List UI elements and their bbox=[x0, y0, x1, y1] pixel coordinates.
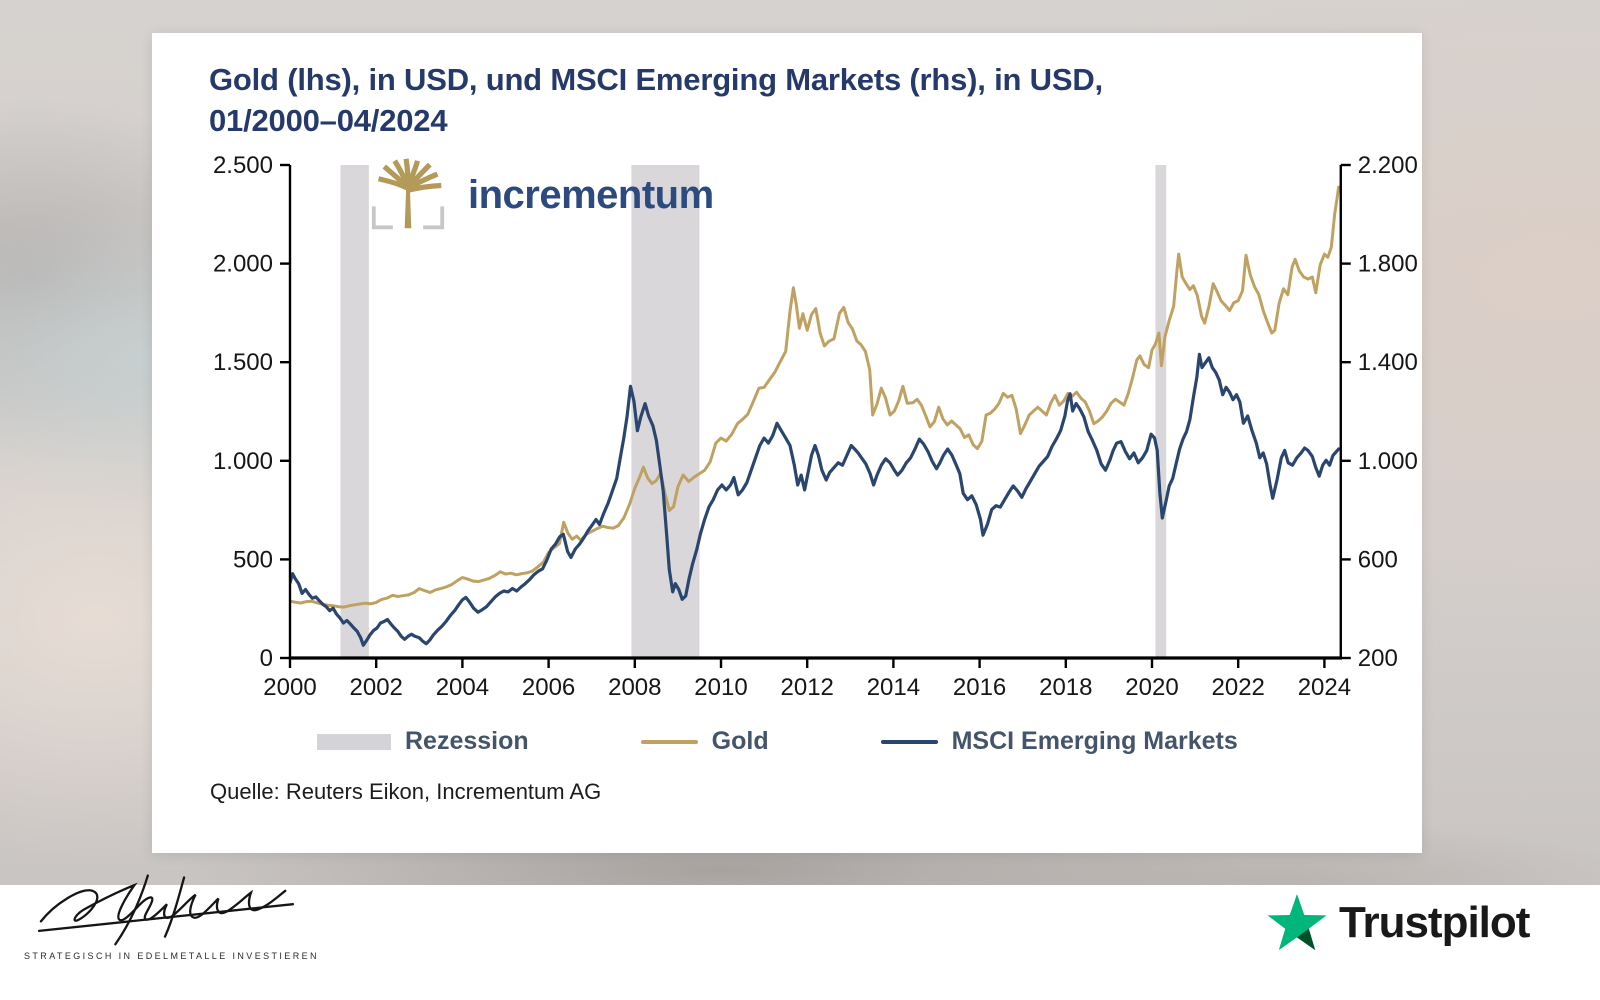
y-left-tick-label: 0 bbox=[260, 645, 273, 672]
trustpilot-star-fold bbox=[1297, 928, 1316, 951]
x-tick-label: 2010 bbox=[694, 674, 747, 701]
incrementum-wordmark: incrementum bbox=[468, 172, 714, 217]
chart-title-line2: 01/2000–04/2024 bbox=[209, 103, 448, 138]
signature-graphic bbox=[37, 874, 295, 946]
y-right-tick-label: 2.200 bbox=[1358, 152, 1418, 179]
x-tick-label: 2020 bbox=[1125, 674, 1178, 701]
line-chart: 0 500 1.000 1.500 2.000 2.500 200 600 1.000 1.400… bbox=[213, 152, 1418, 701]
y-left-tick-label: 1.000 bbox=[213, 448, 273, 475]
chart-title-line1: Gold (lhs), in USD, und MSCI Emerging Ma… bbox=[209, 62, 1103, 97]
incrementum-logo: incrementum bbox=[370, 157, 714, 233]
source-note: Quelle: Reuters Eikon, Incrementum AG bbox=[210, 779, 602, 804]
chart-legend: Rezession Gold MSCI Emerging Markets bbox=[317, 727, 1238, 756]
series-msci-emerging-markets bbox=[290, 352, 1341, 647]
chart-title: Gold (lhs), in USD, und MSCI Emerging Ma… bbox=[209, 59, 1103, 141]
y-left-tick-label: 2.000 bbox=[213, 251, 273, 278]
recession-band bbox=[1155, 165, 1167, 658]
legend-swatch bbox=[317, 733, 391, 750]
y-right-tick-label: 1.400 bbox=[1358, 349, 1418, 376]
legend-label: MSCI Emerging Markets bbox=[951, 727, 1238, 755]
x-tick-label: 2000 bbox=[263, 674, 316, 701]
x-tick-label: 2018 bbox=[1039, 674, 1092, 701]
legend-swatch bbox=[880, 739, 938, 744]
y-right-tick-label: 600 bbox=[1358, 546, 1398, 573]
signature-tagline: STRATEGISCH IN EDELMETALLE INVESTIEREN bbox=[24, 951, 319, 961]
recession-band bbox=[340, 165, 369, 658]
x-tick-label: 2012 bbox=[781, 674, 834, 701]
x-tick-label: 2002 bbox=[350, 674, 403, 701]
y-left-tick-label: 500 bbox=[233, 546, 273, 573]
legend-item-msci-emerging-markets: MSCI Emerging Markets bbox=[880, 727, 1238, 756]
trustpilot-wordmark: Trustpilot bbox=[1339, 898, 1530, 947]
x-tick-label: 2022 bbox=[1212, 674, 1265, 701]
x-tick-label: 2014 bbox=[867, 674, 920, 701]
x-tick-label: 2016 bbox=[953, 674, 1006, 701]
legend-item-gold: Gold bbox=[640, 727, 769, 756]
incrementum-tree-icon bbox=[371, 158, 445, 230]
y-left-tick-label: 1.500 bbox=[213, 349, 273, 376]
legend-item-rezession: Rezession bbox=[317, 727, 529, 756]
trustpilot-star-icon bbox=[1267, 894, 1327, 951]
y-right-tick-label: 200 bbox=[1358, 645, 1398, 672]
y-left-tick-label: 2.500 bbox=[213, 152, 273, 179]
x-tick-label: 2006 bbox=[522, 674, 575, 701]
y-right-tick-label: 1.000 bbox=[1358, 448, 1418, 475]
chart-card: 0 500 1.000 1.500 2.000 2.500 200 600 1.000 1.400… bbox=[152, 33, 1422, 853]
x-tick-label: 2004 bbox=[436, 674, 489, 701]
x-tick-label: 2008 bbox=[608, 674, 661, 701]
legend-swatch bbox=[640, 739, 698, 744]
x-tick-label: 2024 bbox=[1298, 674, 1351, 701]
signature-block: STRATEGISCH IN EDELMETALLE INVESTIEREN bbox=[24, 866, 319, 961]
legend-label: Rezession bbox=[405, 727, 529, 755]
series-gold bbox=[290, 185, 1341, 609]
trustpilot-logo: Trustpilot bbox=[1266, 892, 1530, 954]
legend-label: Gold bbox=[711, 727, 769, 755]
y-right-tick-label: 1.800 bbox=[1358, 251, 1418, 278]
trustpilot-star bbox=[1267, 894, 1327, 951]
